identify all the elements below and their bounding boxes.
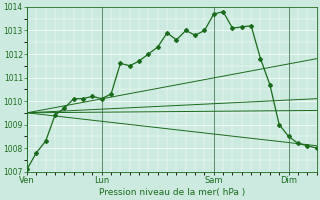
X-axis label: Pression niveau de la mer( hPa ): Pression niveau de la mer( hPa ) (99, 188, 245, 197)
